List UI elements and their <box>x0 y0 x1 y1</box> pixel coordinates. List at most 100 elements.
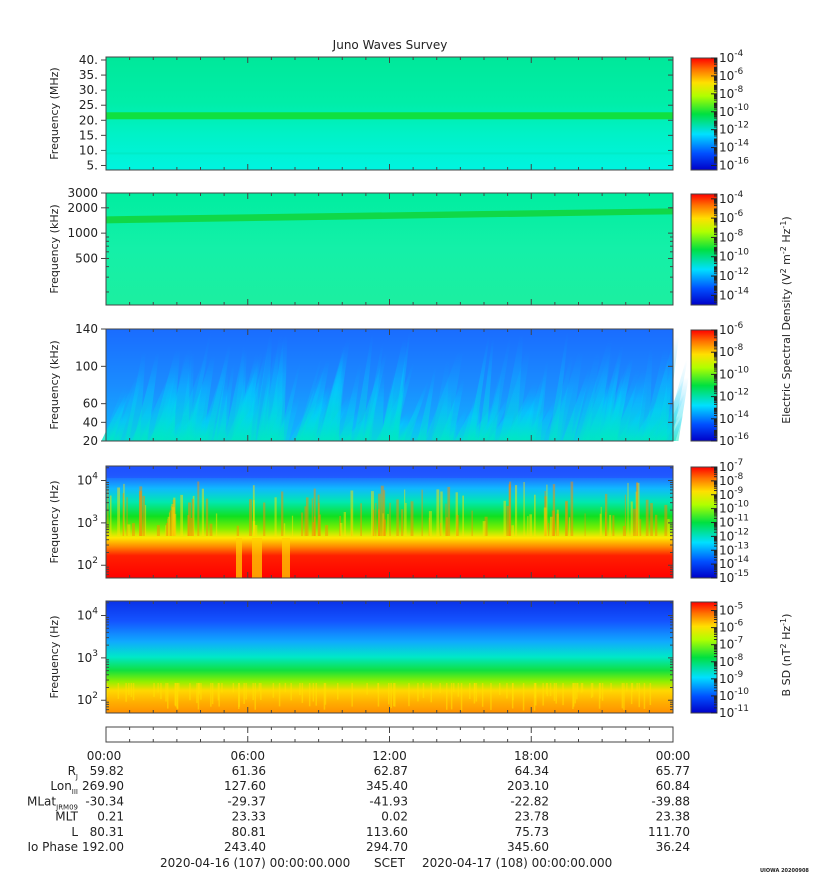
spike <box>460 683 463 711</box>
burst-streak <box>141 397 164 441</box>
spike <box>291 515 294 536</box>
colorbar-label-base: 10 <box>719 434 734 448</box>
y-tick-label: 500 <box>75 251 98 265</box>
spike <box>605 512 607 536</box>
spike <box>590 683 593 698</box>
ephemeris-row-label: L <box>71 825 78 839</box>
spike <box>188 502 191 536</box>
spike <box>178 683 180 692</box>
colorbar-label: 10-5 <box>719 602 743 618</box>
spike <box>393 683 395 707</box>
colorbar-label: 10-10 <box>719 687 749 703</box>
spike <box>130 683 133 697</box>
colorbar-label-base: 10 <box>719 706 734 720</box>
colorbar-label-base: 10 <box>719 621 734 635</box>
burst-streak <box>615 406 648 441</box>
spike <box>556 509 559 536</box>
spike <box>168 512 170 536</box>
ephemeris-row-label-sub: III <box>72 788 78 796</box>
footer-stamp: UIOWA 20200908 <box>760 868 809 874</box>
y-tick-label: 5. <box>87 158 98 172</box>
colorbar-label-base: 10 <box>719 141 734 155</box>
spike <box>304 506 307 536</box>
colorbar-label-base: 10 <box>719 345 734 359</box>
spike <box>664 504 668 536</box>
spike <box>351 683 353 707</box>
spike <box>165 525 167 536</box>
spike <box>132 683 135 701</box>
footer-end: 2020-04-17 (108) 00:00:00.000 <box>422 856 612 870</box>
spike <box>311 498 313 536</box>
spike <box>180 494 183 536</box>
spike <box>638 683 640 708</box>
spike <box>387 513 389 536</box>
burst-streak <box>150 349 180 441</box>
x-tick-label: 00:00 <box>87 749 122 763</box>
colorbar-label-exponent: -14 <box>734 555 749 565</box>
spike <box>474 683 476 693</box>
spike <box>522 683 525 711</box>
colorbar-4: 10-710-810-910-1010-1110-1210-1310-1410-… <box>690 458 749 585</box>
colorbar-label-exponent: -9 <box>734 486 743 496</box>
spike <box>232 683 235 693</box>
y-tick-label: 2000 <box>67 201 98 215</box>
spike <box>325 525 329 536</box>
burst-streak <box>253 334 273 441</box>
spike <box>205 498 209 536</box>
time-axis: 00:00 06:00 12:00 18:00 00:00 <box>87 727 690 763</box>
colorbar-title-electric-text: Electric Spectral Density (V <box>780 273 793 424</box>
spike <box>609 514 612 536</box>
colorbar-label: 10-6 <box>719 619 744 635</box>
colorbar-label-exponent: -8 <box>734 85 743 95</box>
spike <box>394 683 396 707</box>
spike <box>621 683 624 709</box>
spike <box>576 683 578 700</box>
colorbar-title-bsd-sup1: 2 <box>779 643 788 648</box>
colorbar-title-electric-end: ) <box>780 216 793 220</box>
spike <box>455 492 458 536</box>
spike <box>591 683 594 697</box>
y-tick-label: 20. <box>79 113 98 127</box>
burst-streak <box>229 396 261 441</box>
y-tick-label: 20 <box>83 434 98 448</box>
spike <box>258 683 261 691</box>
y-axis-label: Frequency (MHz) <box>48 67 61 159</box>
spike <box>584 513 586 536</box>
spike <box>601 683 604 701</box>
spike <box>117 683 120 699</box>
colorbar-label-base: 10 <box>719 51 734 65</box>
ephemeris-value: -30.34 <box>85 794 124 808</box>
y-tick-label: 140 <box>75 322 98 336</box>
y-tick-label-exponent: 3 <box>92 514 98 524</box>
ephemeris-value: 36.24 <box>656 840 690 854</box>
spike <box>523 482 525 536</box>
y-tick-label-exponent: 2 <box>92 556 98 566</box>
spike <box>107 488 109 536</box>
colorbar-label-base: 10 <box>719 571 734 585</box>
ephemeris-value: 23.33 <box>232 810 266 824</box>
spike <box>306 497 309 536</box>
emission-band <box>106 208 673 224</box>
spike <box>572 683 574 710</box>
ephemeris-value: 64.34 <box>515 764 549 778</box>
spike <box>555 683 557 704</box>
spike <box>191 498 194 536</box>
x-tick-label: 12:00 <box>372 749 407 763</box>
spike <box>312 683 315 702</box>
spike <box>314 516 316 536</box>
spike <box>527 516 529 536</box>
y-axis-label: Frequency (kHz) <box>48 204 61 293</box>
burst-streak <box>655 363 674 441</box>
colorbar-label: 10-14 <box>719 410 749 426</box>
colorbar-label: 10-11 <box>719 704 749 720</box>
gap-stripe <box>252 538 262 578</box>
burst-streak <box>476 409 498 441</box>
spike <box>218 683 220 707</box>
spike <box>405 502 407 536</box>
spike <box>535 683 537 706</box>
colorbar-title-electric-sup2: -2 <box>779 246 788 254</box>
colorbar-label: 10-10 <box>719 103 749 119</box>
spike <box>388 683 390 705</box>
